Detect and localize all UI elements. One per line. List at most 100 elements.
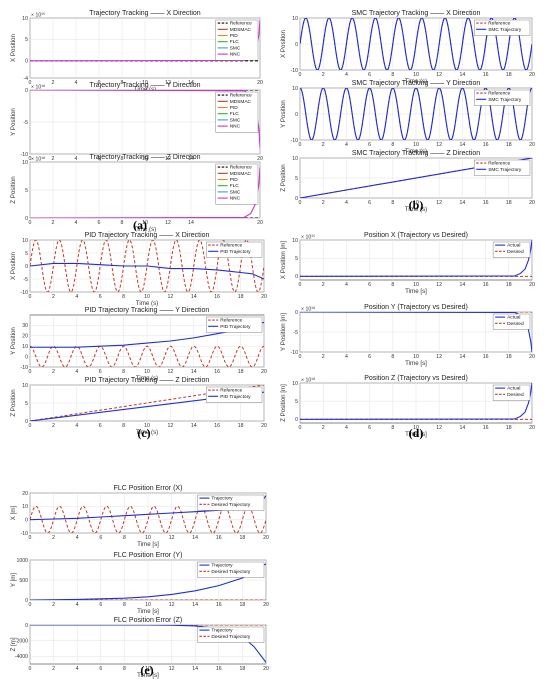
x-tick-label: 8 [391, 142, 394, 148]
axis-exponent: × 10¹⁸ [301, 307, 315, 313]
x-tick-label: 6 [98, 220, 101, 226]
y-tick-label: 10 [292, 381, 298, 387]
chart-title: Position Y (Trajectory vs Desired) [364, 304, 468, 311]
x-tick-label: 12 [168, 369, 174, 375]
x-tick-label: 18 [506, 200, 512, 206]
legend-label: Desired [507, 249, 524, 255]
y-tick-label: 5 [295, 256, 298, 262]
x-axis-label: Time [s] [405, 360, 427, 367]
chart-a2: 0 2 4 6 8 10 12 14 20-10-50× 10¹⁸ Trajectory Trac… [10, 82, 263, 169]
x-tick-label: 14 [191, 294, 197, 300]
panel-caption: (d) [409, 426, 424, 440]
y-tick-label: 0 [25, 517, 28, 523]
x-tick-label: 18 [506, 354, 512, 360]
y-tick-label: 5 [295, 399, 298, 405]
legend-label: Desired Trajectory [211, 569, 251, 575]
x-tick-label: 6 [368, 425, 371, 431]
x-tick-label: 10 [413, 142, 419, 148]
y-tick-label: 30 [22, 323, 28, 329]
y-axis-label: Z Position [280, 164, 287, 192]
x-tick-label: 20 [263, 666, 269, 672]
x-tick-label: 20 [263, 535, 269, 541]
y-tick-label: 0 [295, 310, 298, 316]
x-tick-label: 14 [192, 602, 198, 608]
x-tick-label: 14 [460, 200, 466, 206]
x-tick-label: 12 [165, 80, 171, 86]
x-tick-label: 16 [214, 369, 220, 375]
x-tick-label: 8 [121, 156, 124, 162]
axis-exponent: × 10¹⁸ [31, 157, 45, 163]
y-axis-label: Y Position [280, 100, 287, 128]
chart-d2: 0 2 4 6 8 10 12 14 16 18 20-10-50× 10¹⁸ Position Y … [280, 304, 535, 367]
legend-label: SMC Trajectory [488, 97, 522, 103]
x-tick-label: 0 [29, 156, 32, 162]
x-tick-label: 6 [99, 369, 102, 375]
series-line-smc-trajectory [300, 88, 532, 140]
legend-label: FLC [230, 39, 240, 45]
x-tick-label: 14 [460, 425, 466, 431]
legend-label: Reference [230, 165, 252, 171]
y-axis-label: X Position [m] [280, 241, 287, 279]
legend-label: PID [230, 177, 239, 183]
x-tick-label: 10 [142, 80, 148, 86]
y-tick-label: -10 [21, 365, 29, 371]
x-tick-label: 14 [188, 80, 194, 86]
x-tick-label: 14 [460, 72, 466, 78]
x-tick-label: 2 [52, 666, 55, 672]
x-tick-label: 16 [214, 294, 220, 300]
x-tick-label: 2 [322, 425, 325, 431]
legend-label: SMC [230, 117, 241, 123]
x-tick-label: 16 [483, 425, 489, 431]
y-tick-label: 0 [295, 274, 298, 280]
x-tick-label: 8 [391, 425, 394, 431]
legend-label: Actual [507, 315, 520, 321]
chart-title: FLC Position Error (Y) [114, 552, 183, 559]
x-tick-label: 16 [216, 535, 222, 541]
x-tick-label: 10 [145, 535, 151, 541]
y-tick-label: 5 [25, 37, 28, 43]
x-tick-label: 18 [506, 142, 512, 148]
legend-label: NNC [230, 52, 241, 58]
y-tick-label: 5 [25, 188, 28, 194]
x-tick-label: 0 [299, 354, 302, 360]
x-tick-label: 12 [165, 220, 171, 226]
y-tick-label: -10 [21, 152, 29, 158]
y-tick-label: 10 [22, 16, 28, 22]
x-tick-label: 10 [145, 602, 151, 608]
panel-caption: (c) [137, 426, 150, 440]
x-tick-label: 6 [99, 666, 102, 672]
legend-label: Trajectory [211, 628, 233, 634]
x-tick-label: 10 [142, 220, 148, 226]
x-tick-label: 18 [240, 666, 246, 672]
x-tick-label: 0 [299, 200, 302, 206]
y-tick-label: 10 [22, 383, 28, 389]
x-axis-label: Time (s) [405, 148, 427, 155]
x-tick-label: 20 [261, 423, 267, 429]
x-tick-label: 10 [413, 72, 419, 78]
x-tick-label: 0 [29, 535, 32, 541]
legend-label: Reference [488, 161, 510, 167]
y-tick-label: 5 [295, 176, 298, 182]
chart-title: Trajectory Tracking —— X Direction [89, 10, 200, 17]
x-tick-label: 12 [169, 602, 175, 608]
x-tick-label: 0 [299, 142, 302, 148]
legend-label: PID Trajectory [220, 324, 251, 330]
x-tick-label: 2 [322, 282, 325, 288]
y-axis-label: Z [m] [10, 637, 17, 651]
y-tick-label: -10 [21, 290, 29, 296]
x-tick-label: 4 [345, 142, 348, 148]
y-tick-label: 0 [25, 354, 28, 360]
x-tick-label: 18 [240, 602, 246, 608]
x-tick-label: 10 [144, 369, 150, 375]
series-line-actual [300, 240, 532, 277]
x-tick-label: 20 [261, 294, 267, 300]
legend-label: PID Trajectory [220, 394, 251, 400]
y-tick-label: 10 [22, 238, 28, 244]
